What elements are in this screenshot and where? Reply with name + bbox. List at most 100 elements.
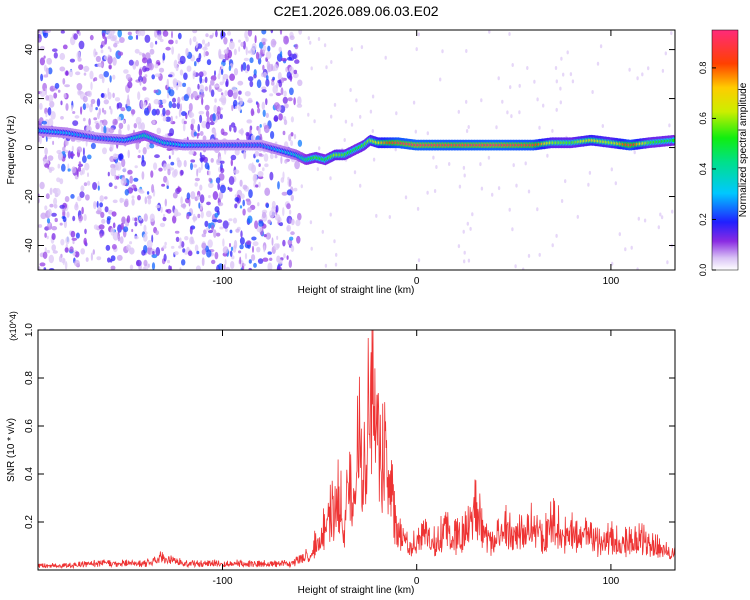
spectrogram-noise-cell bbox=[242, 184, 248, 190]
spectrogram-noise-cell bbox=[309, 220, 313, 225]
spectrogram-noise-cell bbox=[74, 203, 79, 211]
spectrogram-noise-cell bbox=[188, 150, 195, 155]
spectrogram-noise-cell bbox=[164, 241, 167, 246]
spectrogram-noise-cell bbox=[219, 113, 223, 120]
spectrogram-noise-cell bbox=[137, 30, 142, 37]
spectrogram-noise-cell bbox=[136, 259, 142, 267]
spectrogram-noise-cell bbox=[44, 205, 48, 211]
spectrogram-noise-cell bbox=[186, 86, 192, 96]
spectrogram-noise-cell bbox=[168, 155, 171, 160]
spectrogram-noise-cell bbox=[210, 89, 215, 97]
spectrogram-noise-cell bbox=[140, 30, 146, 37]
spectrogram-noise-cell bbox=[562, 72, 565, 77]
spectrogram-noise-cell bbox=[230, 261, 235, 269]
spectrogram-noise-cell bbox=[214, 70, 216, 77]
spectrogram-noise-cell bbox=[177, 159, 182, 168]
spectrogram-noise-cell bbox=[47, 94, 54, 103]
spectrogram-noise-cell bbox=[239, 205, 243, 209]
spectrogram-noise-cell bbox=[278, 46, 282, 53]
snr-axes: -100 0 100 0.2 0.4 0.6 0.8 1.0 bbox=[24, 323, 675, 587]
spectrogram-noise-cell bbox=[230, 154, 237, 161]
spectrogram-noise-cell bbox=[59, 178, 64, 185]
spectrogram-noise-cell bbox=[266, 75, 269, 81]
spectrogram-noise-cell bbox=[201, 39, 206, 45]
spectrogram-noise-cell bbox=[184, 251, 188, 255]
spectrogram-noise-cell bbox=[286, 224, 292, 232]
spectrogram-noise-cell bbox=[360, 45, 364, 50]
spectrogram-noise-cell bbox=[100, 93, 105, 98]
spectrogram-noise-cell bbox=[215, 232, 221, 237]
spectrogram-noise-cell bbox=[277, 79, 282, 84]
spectrogram-noise-cell bbox=[110, 108, 113, 115]
spectrogram-noise-cell bbox=[239, 244, 244, 250]
spectrogram-noise-cell bbox=[551, 128, 554, 133]
spectrogram-noise-cell bbox=[109, 142, 114, 152]
spectrogram-noise-cell bbox=[107, 257, 111, 263]
spectrogram-noise-cell bbox=[101, 218, 106, 224]
spectrogram-noise-cell bbox=[179, 103, 183, 112]
spectrogram-noise-cell bbox=[154, 154, 160, 159]
spectrogram-marks bbox=[38, 30, 675, 270]
spectrogram-noise-cell bbox=[162, 116, 167, 122]
spectrogram-noise-cell bbox=[288, 134, 292, 142]
spectrogram-noise-cell bbox=[394, 147, 397, 152]
spectrogram-noise-cell bbox=[40, 73, 44, 82]
spectrogram-noise-cell bbox=[122, 167, 127, 173]
colorbar-gradient bbox=[712, 30, 738, 270]
spectrogram-noise-cell bbox=[218, 54, 225, 60]
spectrogram-noise-cell bbox=[247, 50, 251, 54]
spectrogram-noise-cell bbox=[495, 125, 498, 130]
spectrogram-noise-cell bbox=[147, 195, 152, 200]
spectrogram-noise-cell bbox=[211, 219, 218, 223]
spectrogram-noise-cell bbox=[220, 68, 224, 75]
spectrogram-noise-cell bbox=[178, 109, 181, 118]
spectrogram-noise-cell bbox=[134, 221, 138, 227]
y-tick-label: 0.2 bbox=[24, 515, 35, 529]
spectrogram-noise-cell bbox=[289, 217, 291, 224]
spectrogram-noise-cell bbox=[275, 82, 279, 89]
spectrogram-noise-cell bbox=[238, 250, 242, 254]
snr-frame bbox=[37, 329, 676, 571]
spectrogram-noise-cell bbox=[147, 198, 152, 205]
spectrogram-noise-cell bbox=[116, 254, 123, 261]
spectrogram-noise-cell bbox=[217, 202, 224, 207]
spectrogram-noise-cell bbox=[258, 41, 264, 49]
spectrogram-noise-cell bbox=[199, 131, 204, 136]
spectrogram-noise-cell bbox=[179, 69, 184, 76]
spectrogram-noise-cell bbox=[190, 123, 194, 131]
spectrogram-noise-cell bbox=[196, 133, 199, 139]
spectrogram-noise-cell bbox=[62, 216, 67, 223]
spectrogram-noise-cell bbox=[216, 105, 221, 115]
spectrogram-noise-cell bbox=[113, 43, 118, 48]
spectrogram-noise-cell bbox=[38, 266, 41, 270]
spectrogram-noise-cell bbox=[395, 111, 398, 116]
spectrogram-noise-cell bbox=[92, 249, 96, 255]
spectrogram-noise-cell bbox=[282, 207, 285, 217]
spectrogram-noise-cell bbox=[199, 152, 202, 158]
spectrogram-noise-cell bbox=[123, 69, 129, 74]
spectrogram-noise-cell bbox=[119, 236, 124, 244]
spectrogram-noise-cell bbox=[239, 179, 243, 187]
spectrogram-panel: -100 0 100 -40 -20 0 20 40 Height of straight l… bbox=[6, 29, 676, 296]
spectrogram-noise-cell bbox=[277, 181, 280, 190]
spectrogram-noise-cell bbox=[255, 184, 259, 188]
spectrogram-noise-cell bbox=[265, 112, 269, 119]
spectrogram-noise-cell bbox=[221, 92, 224, 96]
spectrogram-noise-cell bbox=[155, 204, 161, 209]
spectrogram-noise-cell bbox=[511, 227, 514, 232]
spectrogram-noise-cell bbox=[63, 94, 67, 99]
spectrogram-noise-cell bbox=[432, 155, 435, 160]
spectrogram-noise-cell bbox=[359, 114, 362, 119]
spectrogram-noise-cell bbox=[231, 255, 235, 260]
spectrogram-noise-cell bbox=[200, 92, 205, 98]
spectrogram-noise-cell bbox=[636, 76, 639, 81]
spectrogram-noise-cell bbox=[350, 122, 354, 127]
spectrogram-noise-cell bbox=[171, 149, 175, 156]
spectrogram-noise-cell bbox=[510, 114, 513, 119]
spectrogram-noise-cell bbox=[134, 165, 138, 169]
spectrogram-noise-cell bbox=[264, 187, 271, 196]
spectrogram-noise-cell bbox=[114, 174, 117, 180]
spectrogram-noise-cell bbox=[80, 185, 85, 192]
spectrogram-noise-cell bbox=[169, 265, 173, 270]
spectrogram-noise-cell bbox=[86, 180, 91, 186]
